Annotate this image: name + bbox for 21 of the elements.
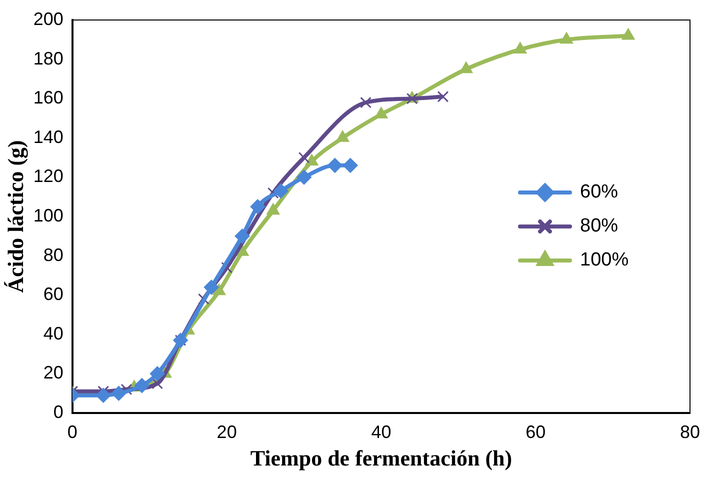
x-tick-label: 40 [371,422,392,442]
y-tick-label: 140 [33,126,64,147]
y-tick-label: 0 [53,402,64,422]
legend-label: 80% [580,216,618,237]
x-tick-label: 0 [67,422,78,442]
y-tick-label: 20 [43,362,64,383]
legend-label: 100% [580,250,629,271]
legend-label: 60% [580,182,618,203]
y-axis-title: Ácido láctico (g) [2,140,28,293]
y-tick-label: 40 [43,323,64,344]
y-tick-label: 80 [43,244,64,265]
x-tick-label: 60 [526,422,546,442]
y-tick-label: 120 [33,166,64,186]
y-tick-label: 160 [33,88,64,108]
x-axis-title: Tiempo de fermentación (h) [250,445,512,470]
x-tick-label: 20 [216,422,237,442]
y-tick-label: 100 [33,205,64,226]
y-tick-label: 180 [33,48,64,68]
x-tick-label: 80 [680,422,700,442]
y-tick-label: 60 [43,284,64,304]
y-tick-label: 200 [33,8,64,29]
